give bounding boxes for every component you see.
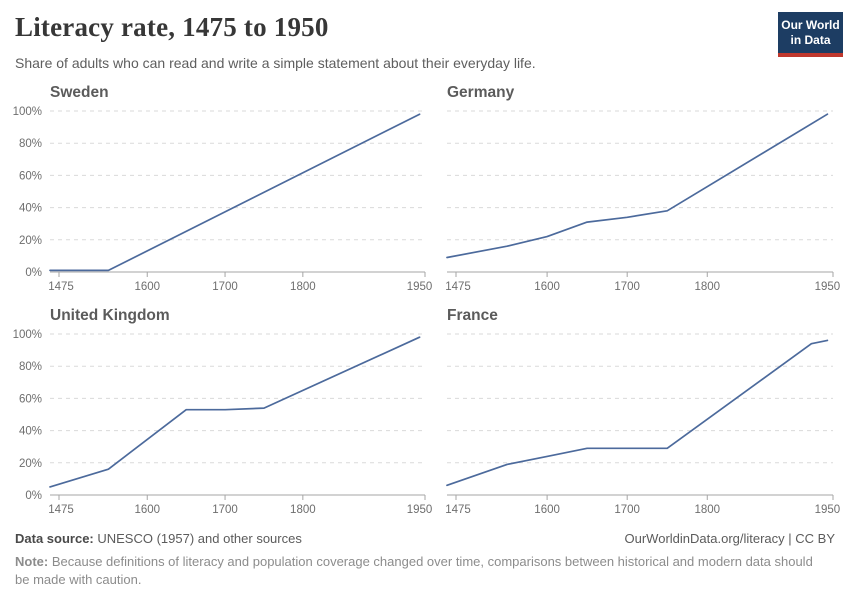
- footer-note-label: Note:: [15, 554, 49, 569]
- panel-title-germany: Germany: [447, 84, 515, 101]
- svg-text:1950: 1950: [407, 281, 433, 293]
- svg-text:60%: 60%: [19, 170, 42, 182]
- line-chart-sweden: 0% 20% 40% 60% 80% 100% 1475 1600 1700 1800 1950: [13, 106, 433, 293]
- svg-text:40%: 40%: [19, 203, 42, 215]
- line-chart-united-kingdom: 0% 20% 40% 60% 80% 100% 1475 1600 1700 1800 1950: [13, 329, 433, 516]
- footer-source-row: Data source: UNESCO (1957) and other sou…: [15, 531, 835, 546]
- svg-text:1950: 1950: [815, 281, 841, 293]
- svg-text:80%: 80%: [19, 138, 42, 150]
- svg-text:20%: 20%: [19, 235, 42, 247]
- footer-note: Note: Because definitions of literacy an…: [15, 553, 815, 590]
- owid-license-link[interactable]: OurWorldinData.org/literacy | CC BY: [624, 531, 835, 546]
- svg-text:1800: 1800: [694, 504, 720, 516]
- panel-title-france: France: [447, 307, 498, 324]
- svg-text:0%: 0%: [25, 267, 42, 279]
- svg-text:1700: 1700: [212, 281, 238, 293]
- svg-text:1800: 1800: [694, 281, 720, 293]
- svg-text:0%: 0%: [25, 490, 42, 502]
- data-source-label: Data source:: [15, 531, 94, 546]
- svg-text:40%: 40%: [19, 426, 42, 438]
- panel-title-united-kingdom: United Kingdom: [50, 307, 170, 324]
- svg-text:1475: 1475: [48, 281, 74, 293]
- svg-text:20%: 20%: [19, 458, 42, 470]
- svg-text:1700: 1700: [212, 504, 238, 516]
- owid-logo-line2: in Data: [790, 32, 831, 47]
- line-chart-germany: 1475 1600 1700 1800 1950: [445, 110, 841, 293]
- svg-text:60%: 60%: [19, 393, 42, 405]
- svg-text:1600: 1600: [534, 504, 560, 516]
- line-chart-france: 1475 1600 1700 1800 1950: [445, 333, 841, 516]
- svg-text:1950: 1950: [407, 504, 433, 516]
- page-subtitle: Share of adults who can read and write a…: [15, 55, 536, 71]
- owid-logo[interactable]: Our World in Data: [778, 12, 843, 57]
- owid-logo-box: Our World in Data: [778, 12, 843, 53]
- svg-text:1950: 1950: [815, 504, 841, 516]
- svg-text:1475: 1475: [445, 504, 471, 516]
- svg-text:1800: 1800: [290, 504, 316, 516]
- panel-title-sweden: Sweden: [50, 84, 109, 101]
- data-source-text: UNESCO (1957) and other sources: [93, 531, 302, 546]
- svg-text:1600: 1600: [134, 281, 160, 293]
- svg-text:1700: 1700: [614, 281, 640, 293]
- data-source-line: Data source: UNESCO (1957) and other sou…: [15, 531, 302, 546]
- svg-text:100%: 100%: [13, 106, 42, 118]
- page-title: Literacy rate, 1475 to 1950: [15, 12, 329, 42]
- svg-text:100%: 100%: [13, 329, 42, 341]
- svg-text:1700: 1700: [614, 504, 640, 516]
- svg-text:1475: 1475: [445, 281, 471, 293]
- svg-text:1475: 1475: [48, 504, 74, 516]
- svg-text:1600: 1600: [534, 281, 560, 293]
- svg-text:80%: 80%: [19, 361, 42, 373]
- footer-note-text: Because definitions of literacy and popu…: [15, 554, 813, 588]
- svg-text:1600: 1600: [134, 504, 160, 516]
- svg-text:1800: 1800: [290, 281, 316, 293]
- owid-logo-accent-strip: [778, 53, 843, 57]
- owid-logo-line1: Our World: [781, 18, 840, 33]
